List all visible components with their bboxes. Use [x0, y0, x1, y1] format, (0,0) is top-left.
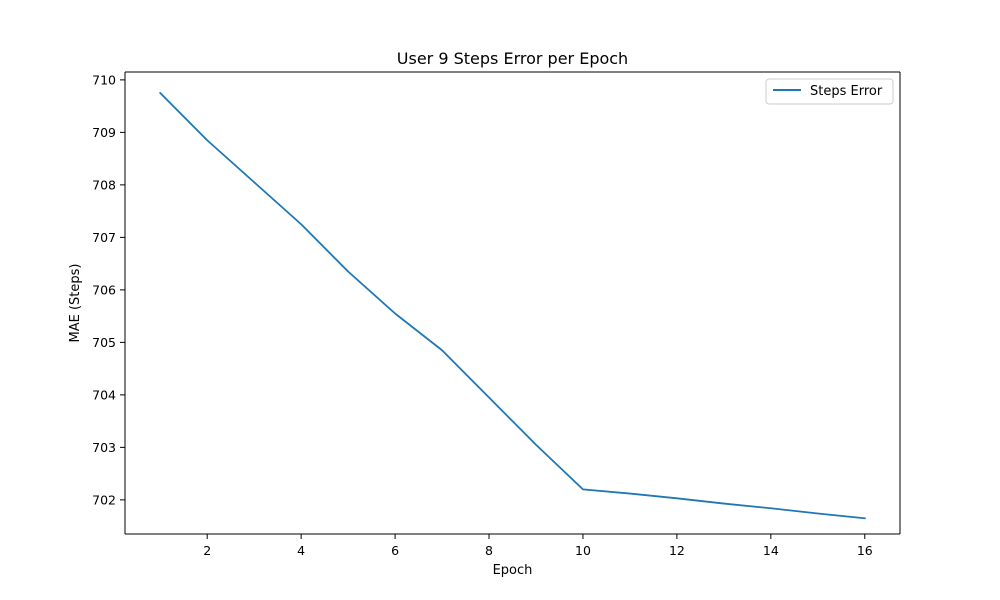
y-tick-label: 709	[92, 125, 116, 140]
y-axis-ticks: 702 703 704 705 706 707 708 709 710	[92, 72, 125, 507]
x-tick-label: 16	[857, 543, 873, 558]
y-tick-label: 706	[92, 282, 116, 297]
x-tick-label: 10	[575, 543, 591, 558]
legend-label: Steps Error	[810, 84, 883, 99]
y-tick-label: 705	[92, 335, 116, 350]
plot-area	[125, 72, 900, 534]
series-layer	[158, 91, 866, 520]
y-tick-label: 703	[92, 440, 116, 455]
y-axis-label: MAE (Steps)	[68, 264, 83, 343]
y-tick-label: 710	[92, 72, 116, 87]
y-tick-label: 707	[92, 230, 116, 245]
y-tick-label: 708	[92, 177, 116, 192]
x-tick-label: 4	[297, 543, 305, 558]
x-axis-ticks: 2 4 6 8 10 12 14 16	[203, 534, 873, 558]
x-tick-label: 8	[485, 543, 493, 558]
y-tick-label: 702	[92, 492, 116, 507]
chart-title: User 9 Steps Error per Epoch	[397, 49, 628, 68]
legend-box	[765, 78, 894, 105]
x-tick-label: 14	[763, 543, 779, 558]
x-tick-label: 2	[203, 543, 211, 558]
x-tick-label: 6	[391, 543, 399, 558]
legend: Steps Error	[765, 78, 894, 105]
x-axis-label: Epoch	[493, 563, 533, 578]
x-tick-label: 12	[669, 543, 685, 558]
y-tick-label: 704	[92, 387, 116, 402]
series-line-steps-error	[158, 91, 866, 520]
